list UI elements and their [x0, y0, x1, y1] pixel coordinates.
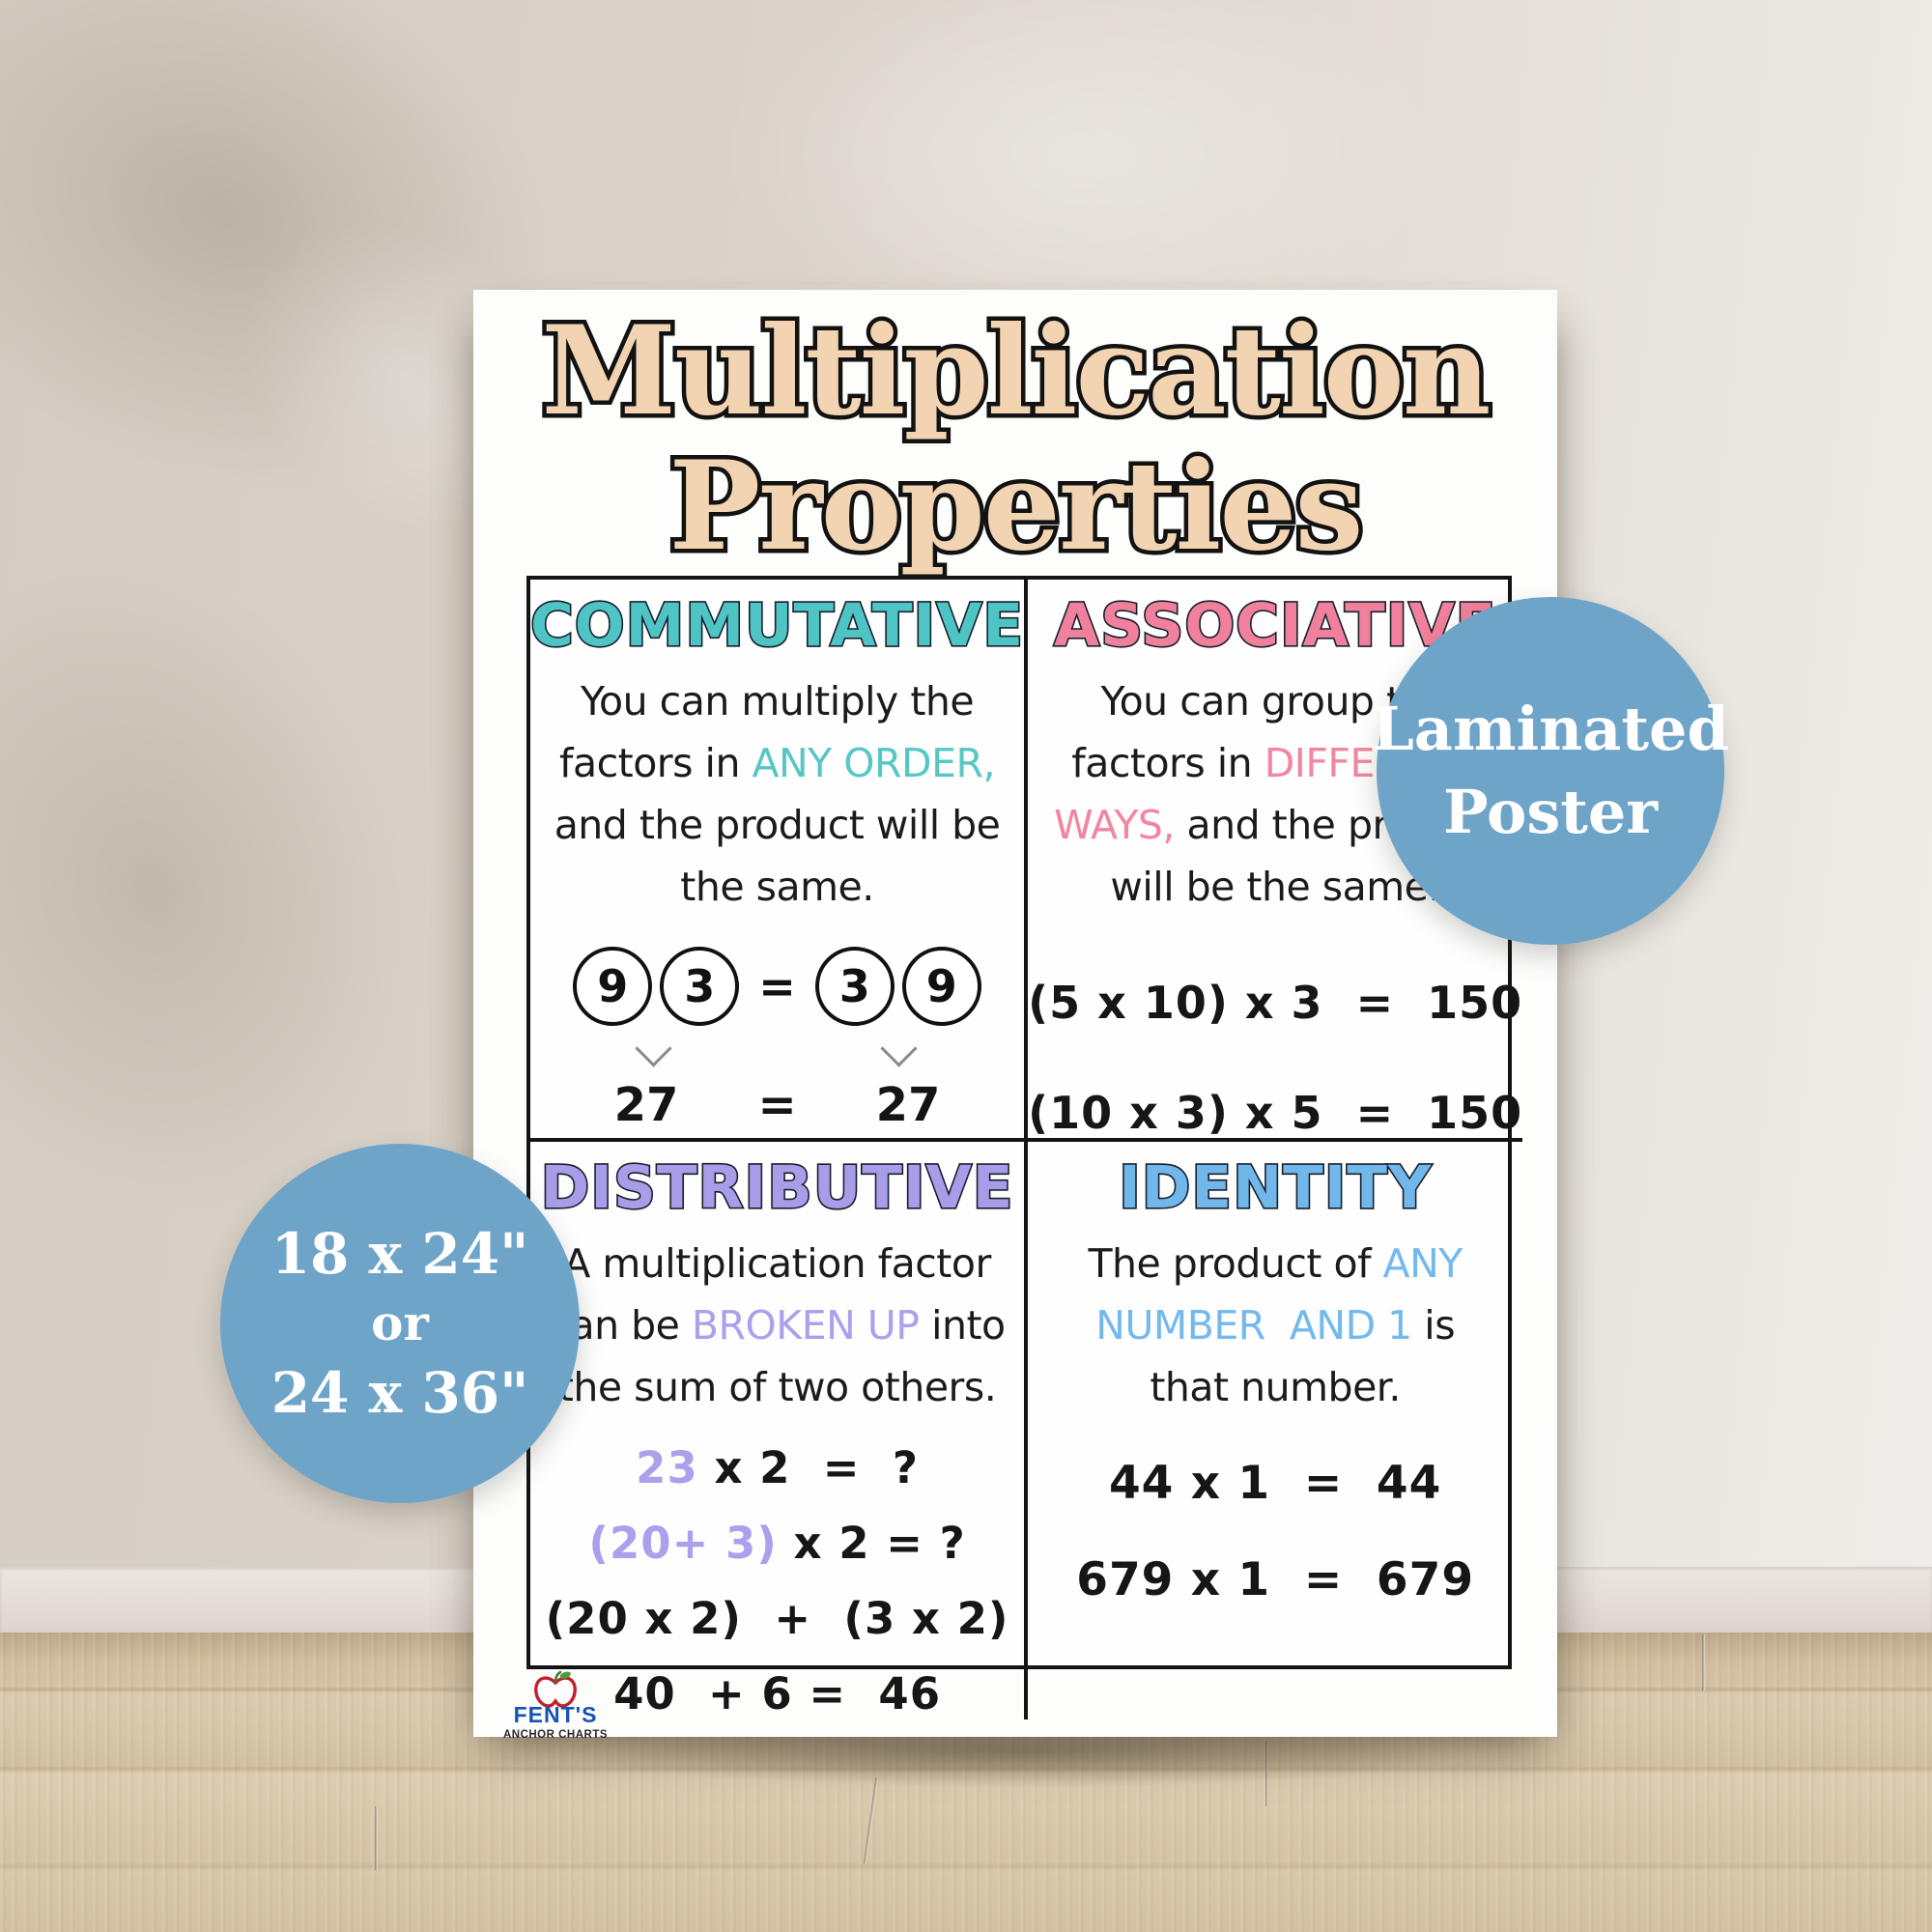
text-segment: factors in	[1071, 740, 1264, 786]
text-segment: and the product will be	[554, 802, 1001, 848]
equation: (10 x 3) x 5 = 150	[1028, 1087, 1523, 1139]
badge-line: or	[371, 1294, 429, 1351]
commutative-result: 27 = 27	[530, 1078, 1024, 1132]
distributive-examples: 23 x 2 = ? (20+ 3) x 2 = ? (20 x 2) + (3…	[530, 1443, 1024, 1719]
accent-text: (20+ 3)	[588, 1518, 778, 1569]
commutative-example: 9 3 = 3 9	[530, 947, 1024, 1067]
distributive-line1: A multiplication factor	[530, 1233, 1024, 1294]
commutative-line3: and the product will be	[530, 794, 1024, 856]
text-segment: will be the same.	[1110, 864, 1440, 910]
commutative-line4: the same.	[530, 856, 1024, 918]
associative-heading: ASSOCIATIVE	[1052, 589, 1497, 661]
text-segment: the same.	[680, 864, 874, 910]
text-segment: A multiplication factor	[563, 1240, 991, 1287]
equation: (5 x 10) x 3 = 150	[1028, 977, 1523, 1029]
poster: Multiplication Properties COMMUTATIVE Yo…	[473, 290, 1557, 1741]
chevron-down-icon	[634, 1030, 672, 1067]
accent-text: NUMBER AND 1	[1095, 1302, 1412, 1349]
commutative-line2: factors in ANY ORDER,	[530, 732, 1024, 794]
distributive-line2: can be BROKEN UP into	[530, 1294, 1024, 1356]
commutative-cell: COMMUTATIVE You can multiply the factors…	[528, 580, 1029, 1142]
text-segment: You can multiply the	[580, 678, 975, 724]
result-value: 27	[875, 1078, 941, 1132]
distributive-line3: the sum of two others.	[530, 1356, 1024, 1418]
equation: (20+ 3) x 2 = ?	[530, 1519, 1024, 1569]
size-options-badge: 18 x 24" or 24 x 36"	[220, 1144, 580, 1503]
text-segment: the sum of two others.	[557, 1364, 997, 1410]
equals-sign: =	[757, 1078, 797, 1132]
poster-title-line2: Properties	[665, 435, 1368, 579]
text-segment: into	[919, 1302, 1006, 1349]
equation: 40 + 6 = 46	[613, 1668, 942, 1719]
identity-examples: 44 x 1 = 44 679 x 1 = 679	[1028, 1459, 1522, 1605]
distributive-heading: DISTRIBUTIVE	[539, 1151, 1014, 1223]
equation: (20 x 2) + (3 x 2)	[545, 1593, 1009, 1644]
brand-logo: FENT'S ANCHOR CHARTS	[502, 1669, 609, 1741]
equation: 679 x 1 = 679	[1076, 1553, 1475, 1606]
commutative-heading: COMMUTATIVE	[528, 589, 1025, 661]
brand-subtitle: ANCHOR CHARTS	[502, 1729, 609, 1741]
properties-table: COMMUTATIVE You can multiply the factors…	[526, 576, 1523, 1719]
text-segment: The product of	[1088, 1240, 1383, 1287]
text-segment: is	[1411, 1302, 1456, 1349]
accent-text: BROKEN UP	[691, 1302, 920, 1349]
factor-circle: 3	[814, 947, 895, 1026]
text-segment: factors in	[559, 740, 753, 786]
text-segment: that number.	[1150, 1364, 1401, 1410]
identity-line1: The product of ANY	[1028, 1233, 1522, 1294]
badge-line: 24 x 36"	[270, 1360, 529, 1426]
commutative-line1: You can multiply the	[530, 670, 1024, 732]
floor-plank-seam	[1265, 1741, 1268, 1806]
equation: 23 x 2 = ?	[530, 1443, 1024, 1493]
poster-title: Multiplication Properties	[473, 299, 1557, 579]
associative-examples: (5 x 10) x 3 = 150 (10 x 3) x 5 = 150	[1028, 978, 1522, 1138]
accent-text: ANY	[1382, 1240, 1463, 1287]
factor-circle: 9	[901, 947, 981, 1026]
floor-plank-seam	[375, 1806, 378, 1870]
text-segment: x 2 = ?	[697, 1442, 919, 1493]
associative-line4: will be the same.	[1028, 856, 1522, 918]
identity-line3: that number.	[1028, 1356, 1522, 1418]
equals-sign: =	[758, 960, 796, 1012]
laminated-poster-badge: Laminated Poster	[1372, 597, 1729, 945]
factor-circle: 9	[573, 947, 653, 1026]
chevron-down-icon	[879, 1030, 918, 1067]
badge-line: Laminated	[1372, 694, 1729, 764]
associative-cell: ASSOCIATIVE You can group the factors in…	[1028, 580, 1523, 1142]
identity-cell: IDENTITY The product of ANY NUMBER AND 1…	[1028, 1142, 1522, 1719]
identity-heading: IDENTITY	[1117, 1151, 1433, 1223]
distributive-cell: DISTRIBUTIVE A multiplication factor can…	[530, 1142, 1029, 1719]
floor-plank-seam	[1702, 1634, 1705, 1690]
badge-line: 18 x 24"	[270, 1221, 529, 1287]
factor-circle: 3	[660, 947, 740, 1026]
brand-name: FENT'S	[513, 1702, 598, 1727]
accent-text: WAYS,	[1054, 802, 1175, 848]
result-value: 27	[613, 1078, 679, 1132]
identity-line2: NUMBER AND 1 is	[1028, 1294, 1522, 1356]
poster-title-line1: Multiplication	[537, 299, 1495, 443]
accent-text: ANY ORDER,	[752, 740, 996, 786]
apple-icon	[534, 1670, 577, 1708]
badge-line: Poster	[1443, 777, 1658, 847]
accent-text: 23	[636, 1442, 698, 1493]
text-segment: x 2 = ?	[777, 1518, 966, 1569]
equation: 44 x 1 = 44	[1108, 1457, 1442, 1510]
